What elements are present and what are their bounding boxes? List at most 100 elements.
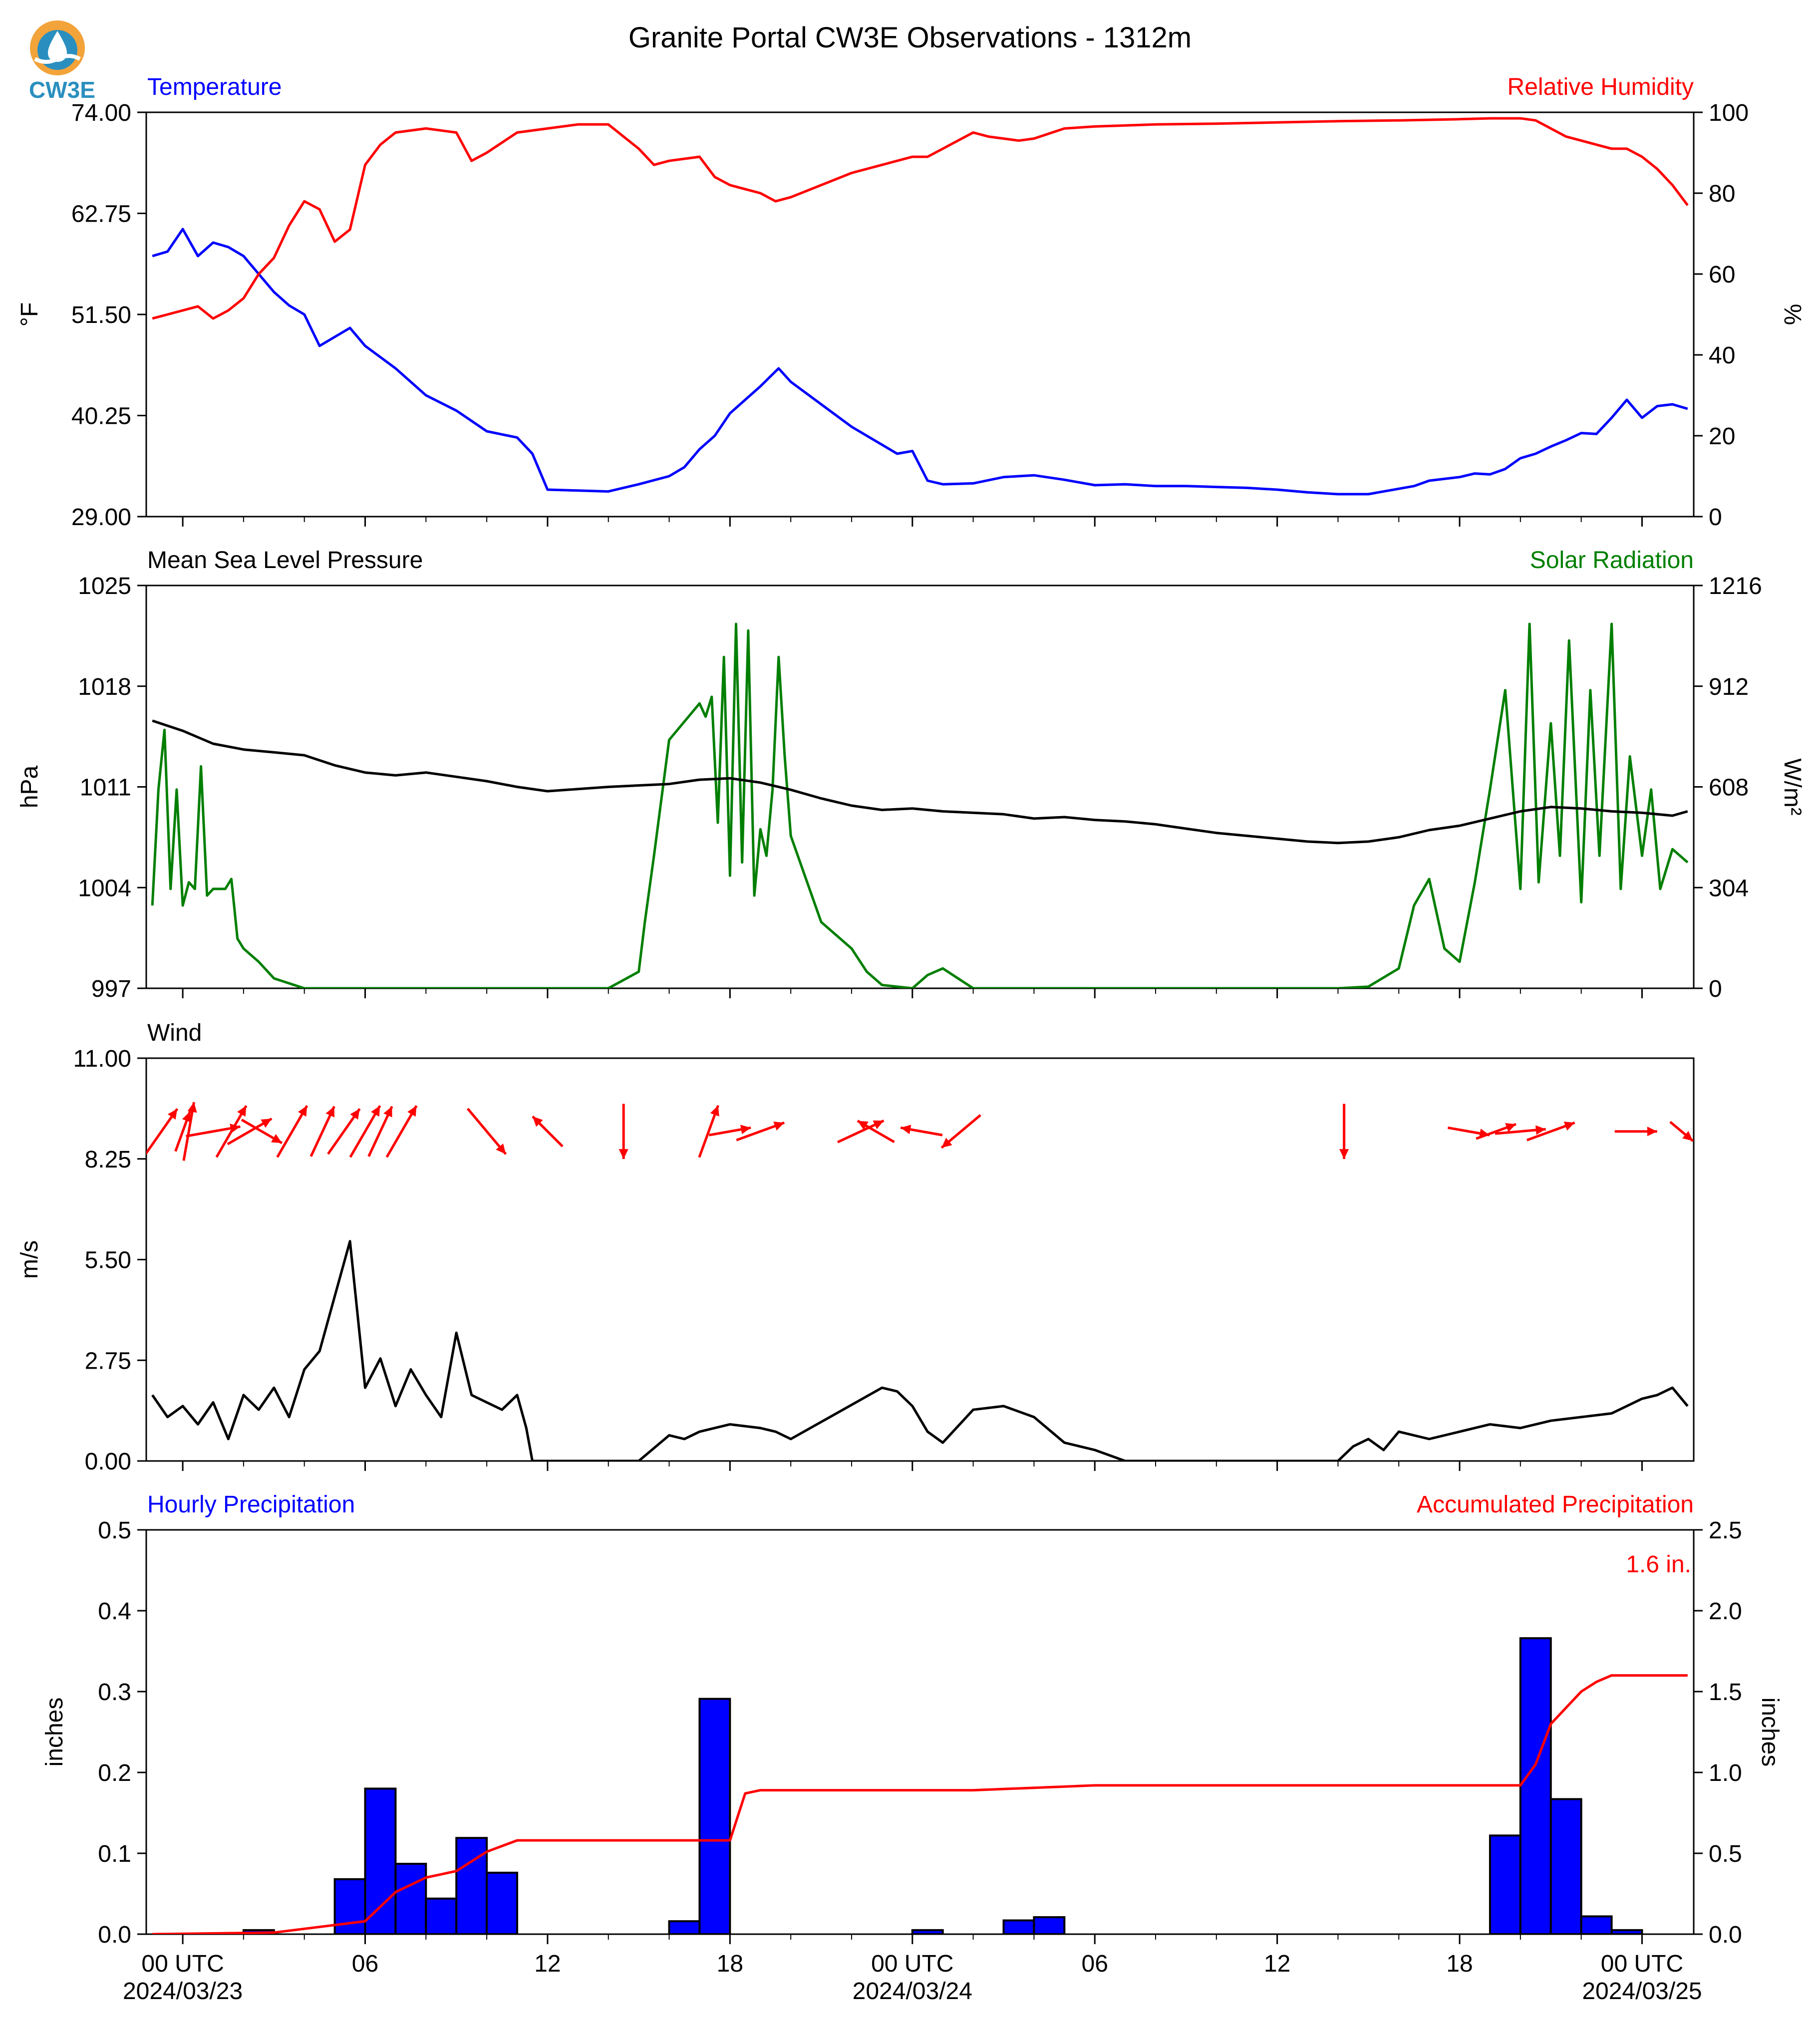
temperature-humidity-panel: 29.00 40.25 51.50 62.75 74.00 0 20 40 60 80 100 °F%…	[16, 74, 1806, 531]
wind-arrow	[709, 1125, 751, 1137]
wind-arrow	[1476, 1123, 1517, 1140]
y-right-tick-label: 608	[1709, 775, 1749, 801]
y-right-tick-label: 1.5	[1709, 1679, 1742, 1706]
wind-arrow-head	[325, 1106, 334, 1118]
wind-arrow-head	[496, 1143, 506, 1155]
solar-radiation-series-line	[151, 622, 1689, 988]
logo-wave-icon	[34, 54, 81, 64]
wind-arrow	[276, 1105, 308, 1158]
y-tick-label: 8.25	[85, 1147, 131, 1173]
panel-right-title: Accumulated Precipitation	[1417, 1491, 1694, 1518]
y-right-axis-label: %	[1779, 304, 1806, 325]
plot-frame	[145, 111, 1695, 518]
data-layer	[146, 1102, 1694, 1461]
y-right-tick-label: 1.0	[1709, 1760, 1742, 1786]
x-tick-label: 18	[1446, 1951, 1473, 1977]
wind-arrow-head	[1682, 1131, 1693, 1141]
wind-arrow	[327, 1108, 361, 1155]
wind-arrow-head	[167, 1109, 178, 1120]
x-tick-label: 00 UTC	[141, 1951, 224, 1977]
x-tick-label: 00 UTC	[871, 1951, 953, 1977]
logo-text: CW3E	[29, 77, 95, 103]
wind-arrow	[215, 1105, 248, 1158]
wind-arrow-head	[237, 1106, 247, 1117]
wind-arrow	[227, 1118, 273, 1146]
wind-arrow-head	[618, 1149, 628, 1159]
panel-right-title: Solar Radiation	[1530, 547, 1694, 574]
wind-arrow	[309, 1106, 335, 1157]
wind-arrow	[857, 1120, 895, 1144]
y-right-tick-label: 20	[1709, 423, 1735, 450]
y-axis-label: °F	[16, 302, 43, 327]
precip-bar	[364, 1787, 397, 1934]
x-tick-label: 00 UTC	[1601, 1951, 1683, 1977]
y-tick-label: 0.00	[85, 1449, 131, 1475]
y-tick-label: 1004	[78, 875, 131, 901]
wind-arrow	[1614, 1127, 1657, 1137]
y-right-tick-label: 2.0	[1709, 1598, 1742, 1625]
wind-arrow-head	[271, 1134, 282, 1144]
precip-bar	[1580, 1915, 1613, 1934]
wind-arrow	[241, 1119, 283, 1145]
precip-bar	[1002, 1919, 1035, 1934]
wind-arrow-head	[532, 1116, 543, 1127]
wind-arrow	[1495, 1125, 1546, 1135]
y-tick-label: 0.4	[98, 1598, 131, 1625]
panel-left-title: Wind	[147, 1020, 202, 1046]
y-right-tick-label: 60	[1709, 262, 1735, 288]
wind-arrow	[940, 1114, 981, 1149]
panel-left-title: Hourly Precipitation	[147, 1491, 355, 1518]
pressure-series-line	[152, 719, 1688, 845]
wind-arrow-head	[710, 1105, 719, 1117]
y-right-tick-label: 0	[1709, 504, 1722, 531]
y-tick-label: 40.25	[71, 403, 131, 430]
wind-arrow	[146, 1108, 179, 1155]
precip-bar	[486, 1871, 519, 1934]
x-tick-date-label: 2024/03/24	[853, 1978, 972, 2005]
precip-bar	[425, 1897, 458, 1934]
wind-arrow-head	[1339, 1149, 1349, 1159]
wind-arrow-head	[187, 1102, 197, 1113]
logo-drop-shape	[48, 31, 67, 62]
wind-arrow	[385, 1105, 418, 1158]
wind-arrow-head	[901, 1125, 911, 1135]
wind-arrow-head	[857, 1121, 869, 1130]
wind-arrow	[1526, 1121, 1575, 1142]
precip-bar	[698, 1698, 731, 1934]
y-axis-label: inches	[41, 1698, 68, 1767]
precip-bar	[1489, 1834, 1521, 1934]
y-right-tick-label: 1216	[1709, 573, 1762, 599]
wind-arrow-head	[261, 1119, 272, 1128]
y-right-tick-label: 0.5	[1709, 1841, 1742, 1867]
y-tick-label: 74.00	[71, 100, 131, 126]
plot-frame	[145, 1057, 1695, 1462]
y-axis-label: m/s	[16, 1240, 43, 1279]
wind-arrow	[174, 1111, 191, 1152]
wind-arrow	[367, 1106, 393, 1157]
data-layer	[152, 117, 1689, 496]
panel-left-title: Mean Sea Level Pressure	[147, 547, 423, 574]
wind-arrow-head	[1647, 1127, 1657, 1137]
chart-title: Granite Portal CW3E Observations - 1312m	[628, 21, 1192, 54]
wind-arrow	[1339, 1104, 1349, 1159]
wind-arrow-head	[1535, 1125, 1546, 1135]
wind-arrow-head	[1563, 1122, 1575, 1131]
wind-arrow	[618, 1104, 628, 1159]
y-tick-label: 1018	[78, 674, 131, 700]
x-tick-label: 06	[1082, 1951, 1108, 1977]
temperature-series-line	[152, 228, 1688, 496]
wind-arrow-head	[873, 1120, 884, 1130]
plot-frame	[145, 584, 1695, 989]
accumulated-precip-line	[152, 1674, 1688, 1934]
precip-bar	[911, 1929, 944, 1934]
x-tick-label: 18	[717, 1951, 743, 1977]
y-tick-label: 997	[91, 976, 131, 1002]
cw3e-logo: CW3E	[29, 20, 95, 103]
wind-arrow-shaft	[276, 1105, 308, 1158]
wind-arrow-shaft	[215, 1105, 248, 1158]
y-tick-label: 0.3	[98, 1679, 131, 1706]
wind-arrow-head	[182, 1111, 191, 1123]
pressure-solar-panel: 997 1004 1011 1018 1025 0 304 608 912 1216 hPa W/m²…	[16, 547, 1806, 1002]
y-right-tick-label: 80	[1709, 181, 1735, 207]
precip-bar	[455, 1837, 488, 1934]
